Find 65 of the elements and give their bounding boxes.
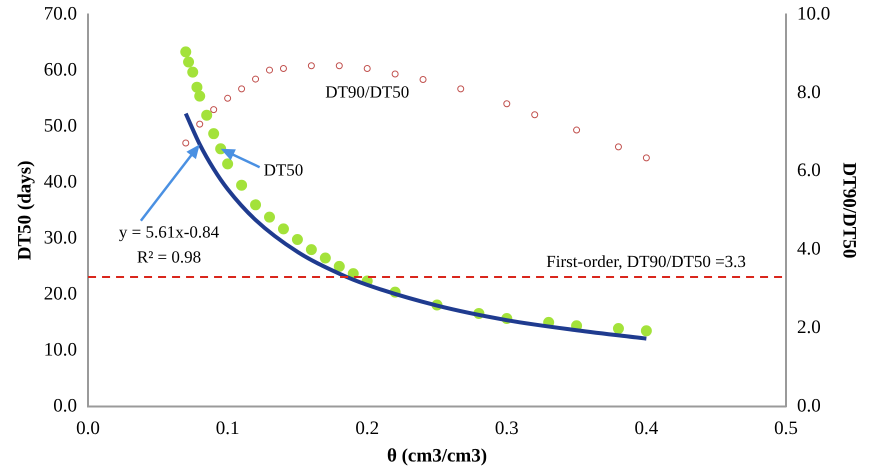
y-tick-label: 30.0 <box>44 227 78 248</box>
y-tick-label: 70.0 <box>44 3 78 24</box>
y2-tick-label: 8.0 <box>796 82 821 103</box>
y-tick-label: 50.0 <box>44 115 78 136</box>
point <box>182 139 190 146</box>
point <box>238 85 246 92</box>
ref-line-label: First-order, DT90/DT50 =3.3 <box>546 252 746 272</box>
y2-axis-title: DT90/DT50 <box>838 162 860 258</box>
y2-tick-label: 10.0 <box>796 3 830 24</box>
point <box>208 128 220 140</box>
point <box>531 111 538 118</box>
point <box>252 76 260 83</box>
point <box>280 64 287 72</box>
point <box>264 212 276 223</box>
point <box>420 76 427 83</box>
x-tick-label: 0.4 <box>634 418 659 439</box>
point <box>642 154 650 162</box>
point <box>614 143 622 150</box>
point <box>612 323 624 334</box>
x-axis-title: θ (cm3/cm3) <box>386 446 488 467</box>
point <box>224 94 232 102</box>
y2-tick-label: 4.0 <box>796 238 821 260</box>
point <box>194 90 206 102</box>
y-tick-label: 20.0 <box>44 283 78 304</box>
point <box>250 199 262 210</box>
point <box>308 62 315 70</box>
point <box>266 66 274 74</box>
x-tick-label: 0.3 <box>494 418 519 439</box>
point <box>336 62 343 70</box>
point <box>236 180 248 191</box>
y-tick-label: 60.0 <box>44 59 78 80</box>
point <box>210 106 218 114</box>
point <box>191 82 202 93</box>
y-tick-label: 10.0 <box>44 339 78 360</box>
point <box>187 66 198 78</box>
annotation: y = 5.61x-0.84 <box>118 222 220 242</box>
point <box>278 223 289 234</box>
x-tick-label: 0.2 <box>355 418 380 439</box>
annotation: DT50 <box>264 160 304 180</box>
y2-tick-label: 2.0 <box>796 316 821 338</box>
y-axis-title: DT50 (days) <box>14 160 36 260</box>
annotation: R² = 0.98 <box>136 247 202 266</box>
point <box>196 120 204 128</box>
y-tick-label: 40.0 <box>44 171 78 192</box>
x-tick-label: 0.1 <box>216 418 240 439</box>
point <box>320 252 331 264</box>
point <box>183 56 194 68</box>
x-tick-label: 0.0 <box>76 418 100 439</box>
point <box>573 126 580 134</box>
point <box>392 70 399 78</box>
point <box>180 46 192 58</box>
point <box>292 234 303 246</box>
point <box>640 325 652 336</box>
point <box>334 260 345 272</box>
annotation: DT90/DT50 <box>325 82 410 102</box>
y2-tick-label: 0.0 <box>796 395 821 416</box>
y2-tick-label: 6.0 <box>796 160 821 182</box>
point <box>503 100 510 108</box>
point <box>222 158 234 170</box>
point <box>201 110 212 121</box>
point <box>457 85 464 92</box>
y-tick-label: 0.0 <box>53 395 78 416</box>
point <box>364 64 371 72</box>
x-tick-label: 0.5 <box>774 418 798 439</box>
point <box>306 244 317 256</box>
